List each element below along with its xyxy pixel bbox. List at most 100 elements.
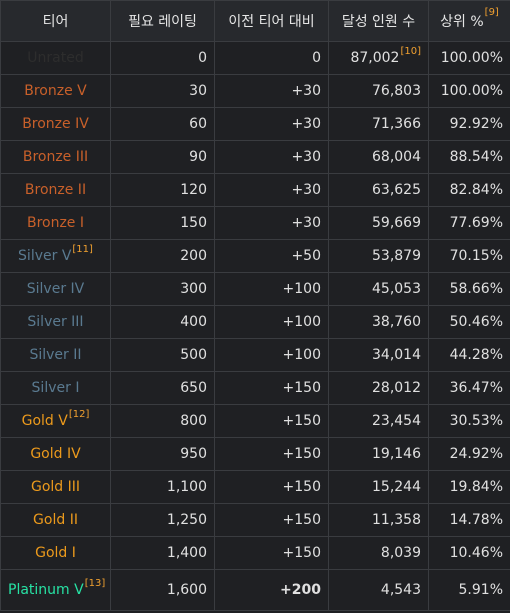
header-percent: 상위 %[9] (428, 0, 510, 42)
table-row: Silver V[11] 200 +50 53,879 70.15% (0, 239, 510, 273)
rating-cell: 400 (110, 305, 215, 339)
percent-cell: 19.84% (428, 470, 510, 504)
footnote-link[interactable]: [13] (84, 578, 106, 589)
count-cell: 63,625 (328, 173, 429, 207)
diff-cell: +30 (214, 74, 329, 108)
percent-cell: 44.28% (428, 338, 510, 372)
diff-cell: +50 (214, 239, 329, 273)
rating-cell: 300 (110, 272, 215, 306)
tier-cell: Gold I (0, 536, 111, 570)
diff-cell: +150 (214, 404, 329, 438)
table-body: Unrated 0 0 87,002[10] 100.00% Bronze V 30 +30 7… (0, 41, 510, 611)
rating-cell: 200 (110, 239, 215, 273)
count-cell: 15,244 (328, 470, 429, 504)
count-value: 87,002 (350, 50, 400, 66)
count-value: 4,543 (380, 582, 421, 598)
table-row: Gold I 1,400 +150 8,039 10.46% (0, 536, 510, 570)
count-cell: 87,002[10] (328, 41, 429, 75)
rating-cell: 950 (110, 437, 215, 471)
count-cell: 4,543 (328, 569, 429, 611)
count-value: 63,625 (372, 182, 421, 198)
tier-name: Silver V (18, 248, 72, 264)
table-row: Bronze II 120 +30 63,625 82.84% (0, 173, 510, 207)
diff-cell: +100 (214, 272, 329, 306)
rating-cell: 650 (110, 371, 215, 405)
count-value: 34,014 (372, 347, 421, 363)
header-tier: 티어 (0, 0, 111, 42)
tier-name: Silver I (31, 380, 80, 396)
diff-cell: +150 (214, 536, 329, 570)
header-row: 티어 필요 레이팅 이전 티어 대비 달성 인원 수 상위 %[9] (0, 0, 510, 42)
count-cell: 34,014 (328, 338, 429, 372)
footnote-link[interactable]: [10] (400, 46, 421, 57)
tier-name: Silver IV (26, 281, 85, 297)
diff-cell: 0 (214, 41, 329, 75)
table-row: Silver IV 300 +100 45,053 58.66% (0, 272, 510, 306)
count-cell: 38,760 (328, 305, 429, 339)
tier-name: Bronze V (24, 83, 87, 99)
count-value: 19,146 (372, 446, 421, 462)
percent-cell: 10.46% (428, 536, 510, 570)
count-value: 11,358 (372, 512, 421, 528)
tier-name: Bronze III (22, 149, 89, 165)
table-row: Platinum V[13] 1,600 +200 4,543 5.91% (0, 569, 510, 611)
tier-cell: Platinum V[13] (0, 569, 111, 611)
tier-name: Gold III (30, 479, 81, 495)
tier-name: Silver II (29, 347, 82, 363)
table-row: Silver II 500 +100 34,014 44.28% (0, 338, 510, 372)
footnote-link[interactable]: [9] (484, 7, 499, 18)
percent-cell: 24.92% (428, 437, 510, 471)
tier-cell: Gold III (0, 470, 111, 504)
tier-cell: Bronze III (0, 140, 111, 174)
percent-cell: 58.66% (428, 272, 510, 306)
tier-name: Bronze I (26, 215, 85, 231)
tier-name: Silver III (27, 314, 84, 330)
rating-cell: 90 (110, 140, 215, 174)
table-row: Silver I 650 +150 28,012 36.47% (0, 371, 510, 405)
footnote-link[interactable]: [11] (72, 244, 93, 255)
tier-cell: Silver III (0, 305, 111, 339)
tier-cell: Silver V[11] (0, 239, 111, 273)
table-row: Gold IV 950 +150 19,146 24.92% (0, 437, 510, 471)
diff-cell: +150 (214, 503, 329, 537)
tier-cell: Bronze IV (0, 107, 111, 141)
percent-cell: 82.84% (428, 173, 510, 207)
count-value: 45,053 (372, 281, 421, 297)
rating-cell: 120 (110, 173, 215, 207)
tier-name: Gold V (21, 413, 68, 429)
count-cell: 45,053 (328, 272, 429, 306)
percent-cell: 5.91% (428, 569, 510, 611)
table-row: Unrated 0 0 87,002[10] 100.00% (0, 41, 510, 75)
percent-cell: 30.53% (428, 404, 510, 438)
table-row: Bronze I 150 +30 59,669 77.69% (0, 206, 510, 240)
rating-cell: 30 (110, 74, 215, 108)
count-cell: 8,039 (328, 536, 429, 570)
diff-cell: +150 (214, 371, 329, 405)
rating-cell: 60 (110, 107, 215, 141)
diff-cell: +100 (214, 338, 329, 372)
count-value: 38,760 (372, 314, 421, 330)
table-row: Gold III 1,100 +150 15,244 19.84% (0, 470, 510, 504)
count-cell: 23,454 (328, 404, 429, 438)
count-value: 53,879 (372, 248, 421, 264)
diff-cell: +30 (214, 173, 329, 207)
percent-cell: 14.78% (428, 503, 510, 537)
count-cell: 28,012 (328, 371, 429, 405)
tier-cell: Silver II (0, 338, 111, 372)
percent-cell: 77.69% (428, 206, 510, 240)
percent-cell: 36.47% (428, 371, 510, 405)
count-value: 59,669 (372, 215, 421, 231)
tier-cell: Gold V[12] (0, 404, 111, 438)
count-value: 71,366 (372, 116, 421, 132)
percent-cell: 100.00% (428, 74, 510, 108)
diff-cell: +30 (214, 140, 329, 174)
footnote-link[interactable]: [12] (68, 409, 90, 420)
rating-cell: 1,600 (110, 569, 215, 611)
count-cell: 59,669 (328, 206, 429, 240)
table-row: Gold V[12] 800 +150 23,454 30.53% (0, 404, 510, 438)
tier-cell: Bronze II (0, 173, 111, 207)
header-diff: 이전 티어 대비 (214, 0, 329, 42)
tier-cell: Gold IV (0, 437, 111, 471)
rating-cell: 1,250 (110, 503, 215, 537)
header-count: 달성 인원 수 (328, 0, 429, 42)
